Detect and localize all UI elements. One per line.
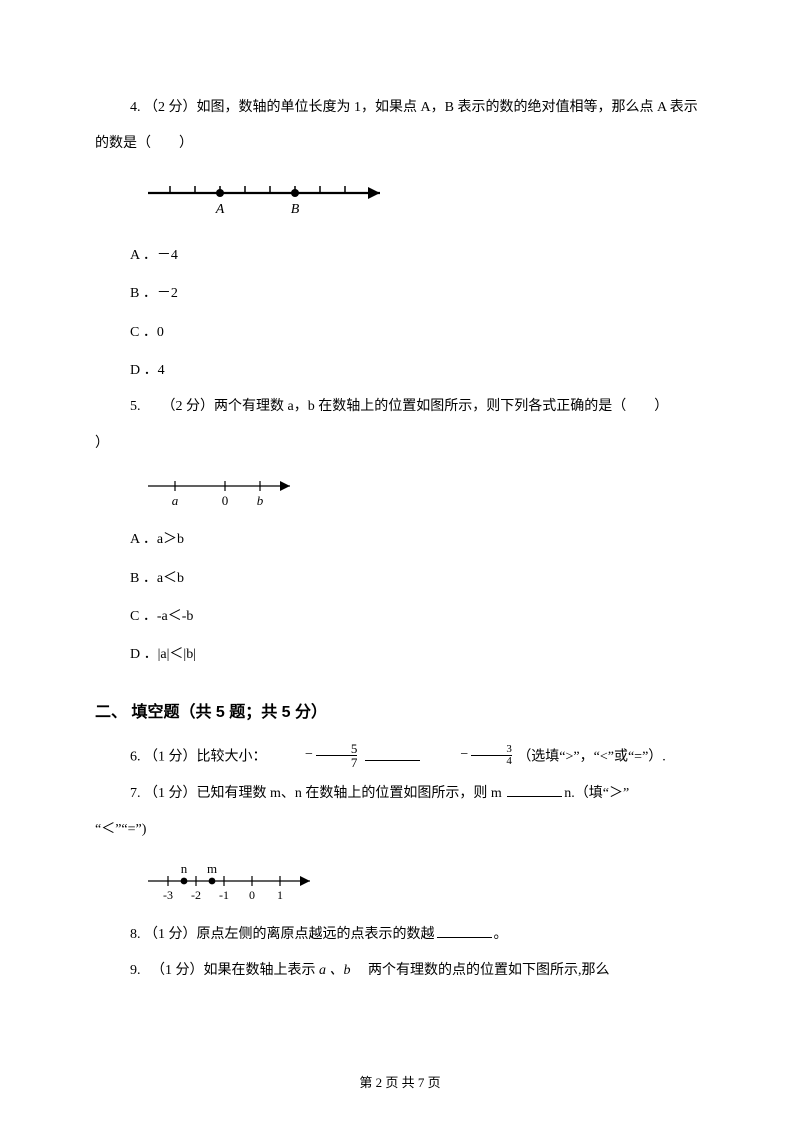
section2-title: 二、 填空题（共 5 题；共 5 分） [95, 692, 705, 734]
svg-text:-2: -2 [191, 888, 201, 902]
q5-text: 5. （2 分）两个有理数 a，b 在数轴上的位置如图所示，则下列各式正确的是（… [95, 389, 705, 425]
q4-option-b: B ．－2 [95, 276, 705, 312]
q5-option-c: C ．-a＜-b [95, 599, 705, 635]
q5-option-b: B ．a＜b [95, 561, 705, 597]
q5-option-a: A ．a＞b [95, 522, 705, 558]
q9-text1: （1 分）如果在数轴上表示 [158, 963, 319, 978]
page-footer: 第 2 页 共 7 页 [0, 1066, 800, 1100]
svg-text:0: 0 [249, 888, 255, 902]
q7-figure: n m -3 -2 -1 0 1 [140, 859, 705, 907]
svg-text:b: b [257, 493, 264, 508]
q6-frac1-den: 7 [316, 755, 358, 769]
q4-option-c: C ．0 [95, 315, 705, 351]
q8-blank [437, 923, 492, 938]
page-content: 4. （2 分）如图，数轴的单位长度为 1，如果点 A，B 表示的数的绝对值相等… [0, 0, 800, 1030]
q5-paren: ） [95, 426, 705, 462]
q9-text: 9. （1 分）如果在数轴上表示 a 、b 两个有理数的点的位置如下图所示,那么 [95, 953, 705, 989]
q6-frac2-den: 4 [471, 755, 512, 767]
q5-prefix: 5. [130, 399, 141, 414]
q6-text: 6. （1 分）比较大小： −57 −34 （选填“>”，“<”或“=”）. [95, 739, 705, 776]
q8-suffix: 。 [494, 927, 508, 942]
q9-ab: a 、b [319, 963, 351, 978]
svg-text:-3: -3 [163, 888, 173, 902]
q7-line1: 7. （1 分）已知有理数 m、n 在数轴上的位置如图所示，则 m n.（填“＞… [95, 776, 705, 812]
q6-frac1-num: 5 [316, 742, 358, 755]
q8-text: 8. （1 分）原点左侧的离原点越远的点表示的数越 。 [95, 917, 705, 953]
svg-text:B: B [291, 202, 300, 217]
q6-suffix: （选填“>”，“<”或“=”）. [517, 750, 665, 765]
q8-prefix: 8. （1 分）原点左侧的离原点越远的点表示的数越 [130, 927, 435, 942]
q9-text2: 两个有理数的点的位置如下图所示,那么 [365, 963, 610, 978]
svg-text:0: 0 [222, 493, 229, 508]
q7-line2: “＜”“=”) [95, 812, 705, 848]
q7-prefix: 7. （1 分）已知有理数 m、n 在数轴上的位置如图所示，则 m [130, 786, 505, 801]
svg-text:-1: -1 [219, 888, 229, 902]
q5-body: （2 分）两个有理数 a，b 在数轴上的位置如图所示，则下列各式正确的是（ ） [169, 399, 669, 414]
neg-sign-2: − [425, 737, 468, 773]
svg-text:A: A [215, 202, 225, 217]
q6-prefix: 6. （1 分）比较大小： [130, 750, 267, 765]
svg-text:n: n [181, 861, 188, 876]
q7-suffix: n.（填“＞” [564, 786, 629, 801]
neg-sign-1: − [270, 737, 313, 773]
svg-text:a: a [172, 493, 179, 508]
q6-frac1: 57 [316, 742, 358, 769]
svg-text:m: m [207, 861, 217, 876]
q4-figure: A B [140, 173, 705, 228]
q4-text: 4. （2 分）如图，数轴的单位长度为 1，如果点 A，B 表示的数的绝对值相等… [95, 90, 705, 163]
q6-frac2: 34 [471, 744, 512, 767]
q7-blank [507, 782, 562, 797]
q6-frac2-num: 3 [471, 744, 512, 755]
q9-prefix: 9. [130, 963, 144, 978]
q4-option-d: D ．4 [95, 353, 705, 389]
q5-figure: a 0 b [140, 472, 705, 512]
q5-option-d: D ．|a|＜|b| [95, 637, 705, 673]
q6-blank [365, 746, 420, 761]
q4-option-a: A ．－4 [95, 238, 705, 274]
svg-text:1: 1 [277, 888, 283, 902]
